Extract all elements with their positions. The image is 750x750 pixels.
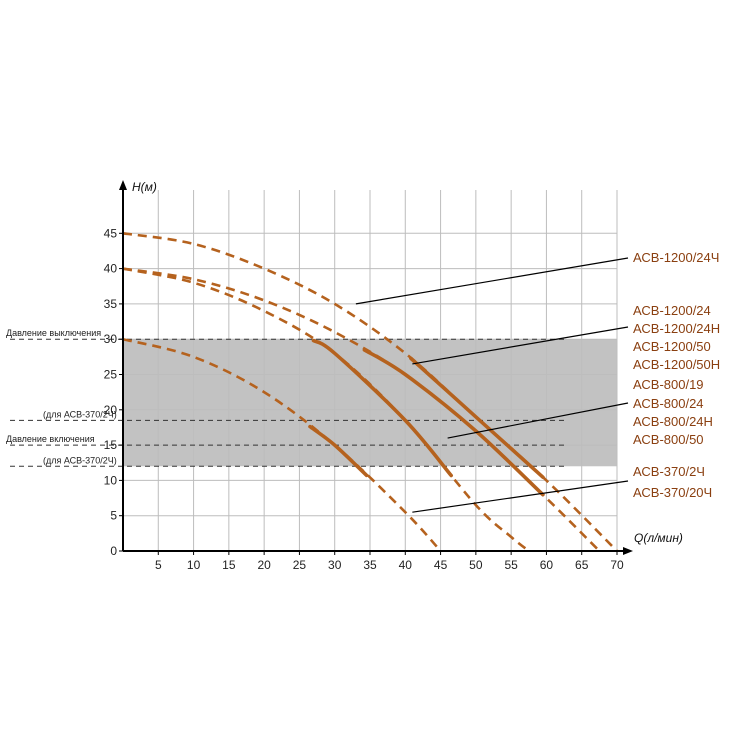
curves-layer bbox=[122, 232, 618, 553]
leader-line bbox=[447, 402, 629, 439]
x-axis-title: Q(л/мин) bbox=[634, 531, 683, 545]
leader-line bbox=[355, 257, 629, 305]
x-tick-label: 60 bbox=[540, 558, 554, 572]
reference-label: Давление включения bbox=[6, 434, 95, 444]
model-label: АСВ-800/24Н bbox=[633, 414, 713, 429]
x-tick-label: 70 bbox=[610, 558, 624, 572]
model-label: АСВ-1200/50Н bbox=[633, 357, 720, 372]
x-tick-label: 10 bbox=[187, 558, 201, 572]
x-tick-label: 20 bbox=[257, 558, 271, 572]
curve-solid-series-2 bbox=[311, 338, 453, 478]
x-tick-label: 5 bbox=[155, 558, 162, 572]
y-tick-label: 0 bbox=[110, 544, 117, 558]
y-tick-label: 35 bbox=[104, 297, 118, 311]
y-tick-label: 40 bbox=[104, 262, 118, 276]
labels-layer: Давление выключения (для АСВ-370/2Ч) Давле… bbox=[6, 180, 720, 572]
y-tick-label: 25 bbox=[104, 368, 118, 382]
y-tick-label: 15 bbox=[104, 438, 118, 452]
reference-label: (для АСВ-370/2Ч) bbox=[43, 455, 117, 465]
model-label: АСВ-1200/50 bbox=[633, 339, 711, 354]
x-tick-label: 15 bbox=[222, 558, 236, 572]
leader-line bbox=[412, 326, 629, 365]
y-tick-label: 10 bbox=[104, 473, 118, 487]
y-axis-title: H(м) bbox=[132, 180, 157, 194]
model-label: АСВ-800/19 bbox=[633, 377, 704, 392]
x-tick-label: 55 bbox=[504, 558, 518, 572]
x-axis-arrow bbox=[623, 547, 633, 555]
model-label: АСВ-1200/24Ч bbox=[633, 250, 719, 265]
y-tick-label: 5 bbox=[110, 509, 117, 523]
model-label: АСВ-370/20Ч bbox=[633, 485, 712, 500]
y-tick-label: 30 bbox=[104, 332, 118, 346]
model-label: АСВ-800/50 bbox=[633, 432, 704, 447]
model-label: АСВ-800/24 bbox=[633, 396, 704, 411]
curve-dashed-series-3 bbox=[122, 337, 442, 552]
y-axis-arrow bbox=[119, 180, 127, 190]
curve-solid-series-3 bbox=[308, 424, 369, 478]
x-tick-label: 30 bbox=[328, 558, 342, 572]
x-tick-label: 25 bbox=[293, 558, 307, 572]
model-label: АСВ-1200/24 bbox=[633, 303, 711, 318]
model-label: АСВ-1200/24Н bbox=[633, 321, 720, 336]
curve-solid-series-1 bbox=[362, 348, 545, 497]
curve-solid-series-0 bbox=[409, 356, 545, 479]
y-tick-label: 20 bbox=[104, 403, 118, 417]
x-tick-label: 40 bbox=[399, 558, 413, 572]
leader-line bbox=[412, 480, 629, 513]
reference-lines-layer bbox=[10, 338, 567, 467]
y-tick-label: 45 bbox=[104, 226, 118, 240]
reference-label: Давление выключения bbox=[6, 328, 101, 338]
model-label: АСВ-370/2Ч bbox=[633, 464, 705, 479]
x-tick-label: 35 bbox=[363, 558, 377, 572]
leader-lines-layer bbox=[355, 257, 629, 513]
x-tick-label: 45 bbox=[434, 558, 448, 572]
x-tick-label: 50 bbox=[469, 558, 483, 572]
axes-layer bbox=[119, 180, 633, 555]
reference-label: (для АСВ-370/2Ч) bbox=[43, 409, 117, 419]
x-tick-label: 65 bbox=[575, 558, 589, 572]
